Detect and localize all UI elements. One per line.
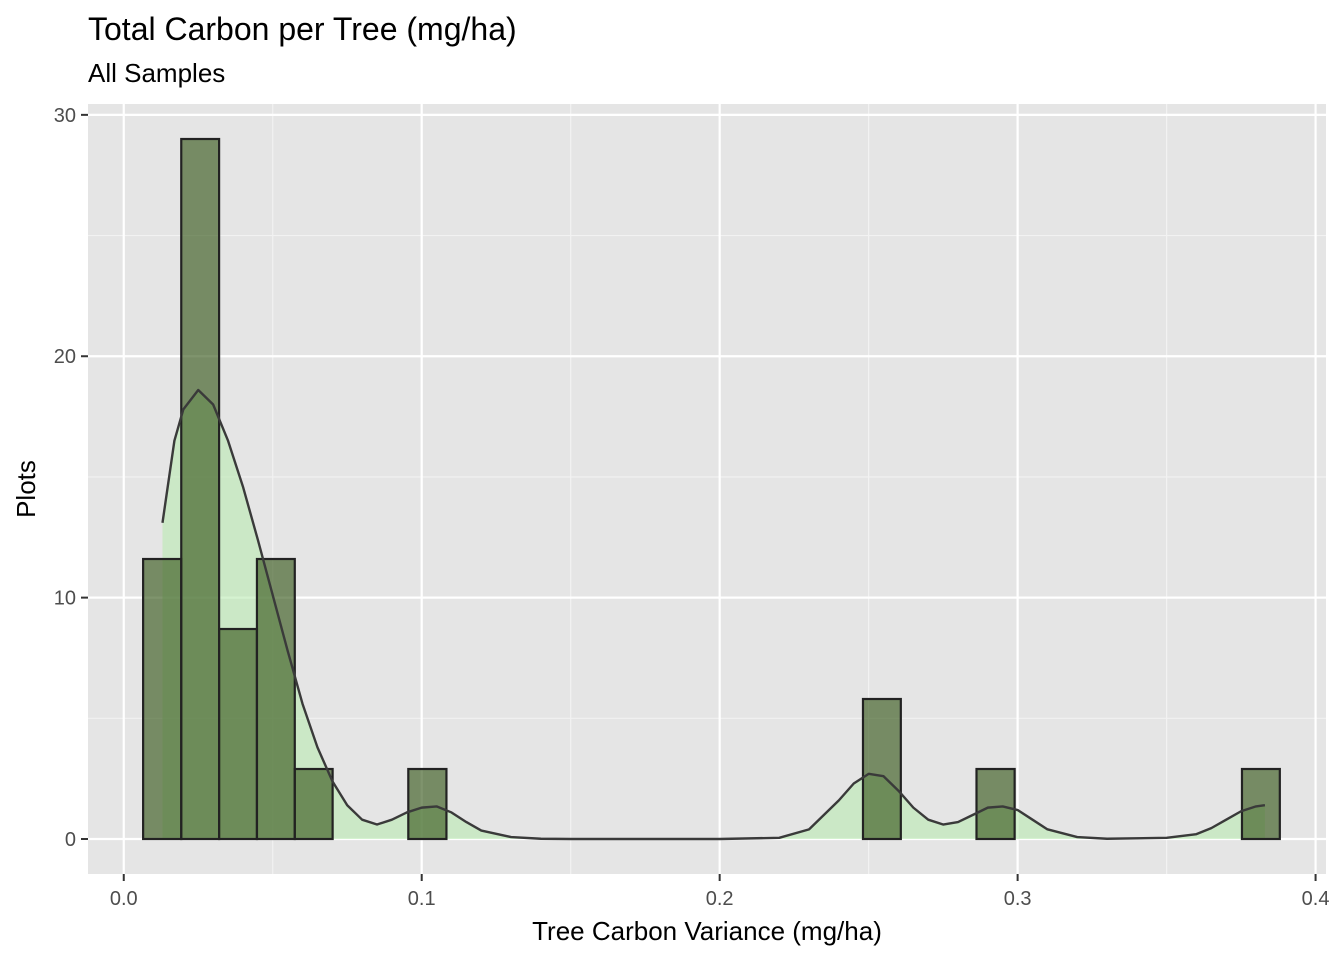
- y-axis-title: Plots: [11, 460, 41, 518]
- x-tick-label: 0.4: [1302, 888, 1330, 910]
- x-axis-title: Tree Carbon Variance (mg/ha): [532, 916, 882, 946]
- histogram-bar: [861, 697, 902, 841]
- y-axis: 0 10 20 30: [54, 105, 88, 851]
- x-tick-label: 0.2: [706, 888, 734, 910]
- histogram-bar: [142, 557, 183, 841]
- x-axis: 0.0 0.1 0.2 0.3 0.4: [110, 874, 1330, 910]
- histogram-bar: [293, 767, 334, 841]
- histogram-bar: [180, 137, 221, 841]
- chart-subtitle: All Samples: [88, 58, 225, 88]
- histogram-bar: [217, 627, 259, 841]
- histogram-bars: [142, 137, 1281, 841]
- histogram-bar: [1240, 767, 1281, 841]
- x-tick-label: 0.1: [408, 888, 436, 910]
- density-line: [161, 388, 1266, 841]
- y-tick-label: 20: [54, 346, 76, 368]
- histogram-bar: [407, 767, 448, 841]
- y-tick-label: 30: [54, 105, 76, 127]
- minor-gridlines: [88, 104, 1326, 874]
- x-tick-label: 0.3: [1004, 888, 1032, 910]
- y-tick-label: 10: [54, 588, 76, 610]
- major-gridlines: [88, 104, 1326, 874]
- density-line-layer: [161, 388, 1266, 841]
- x-tick-label: 0.0: [110, 888, 138, 910]
- chart-title: Total Carbon per Tree (mg/ha): [88, 11, 517, 47]
- histogram-bar: [255, 557, 296, 841]
- histogram-bar: [975, 767, 1016, 841]
- y-tick-label: 0: [65, 829, 76, 851]
